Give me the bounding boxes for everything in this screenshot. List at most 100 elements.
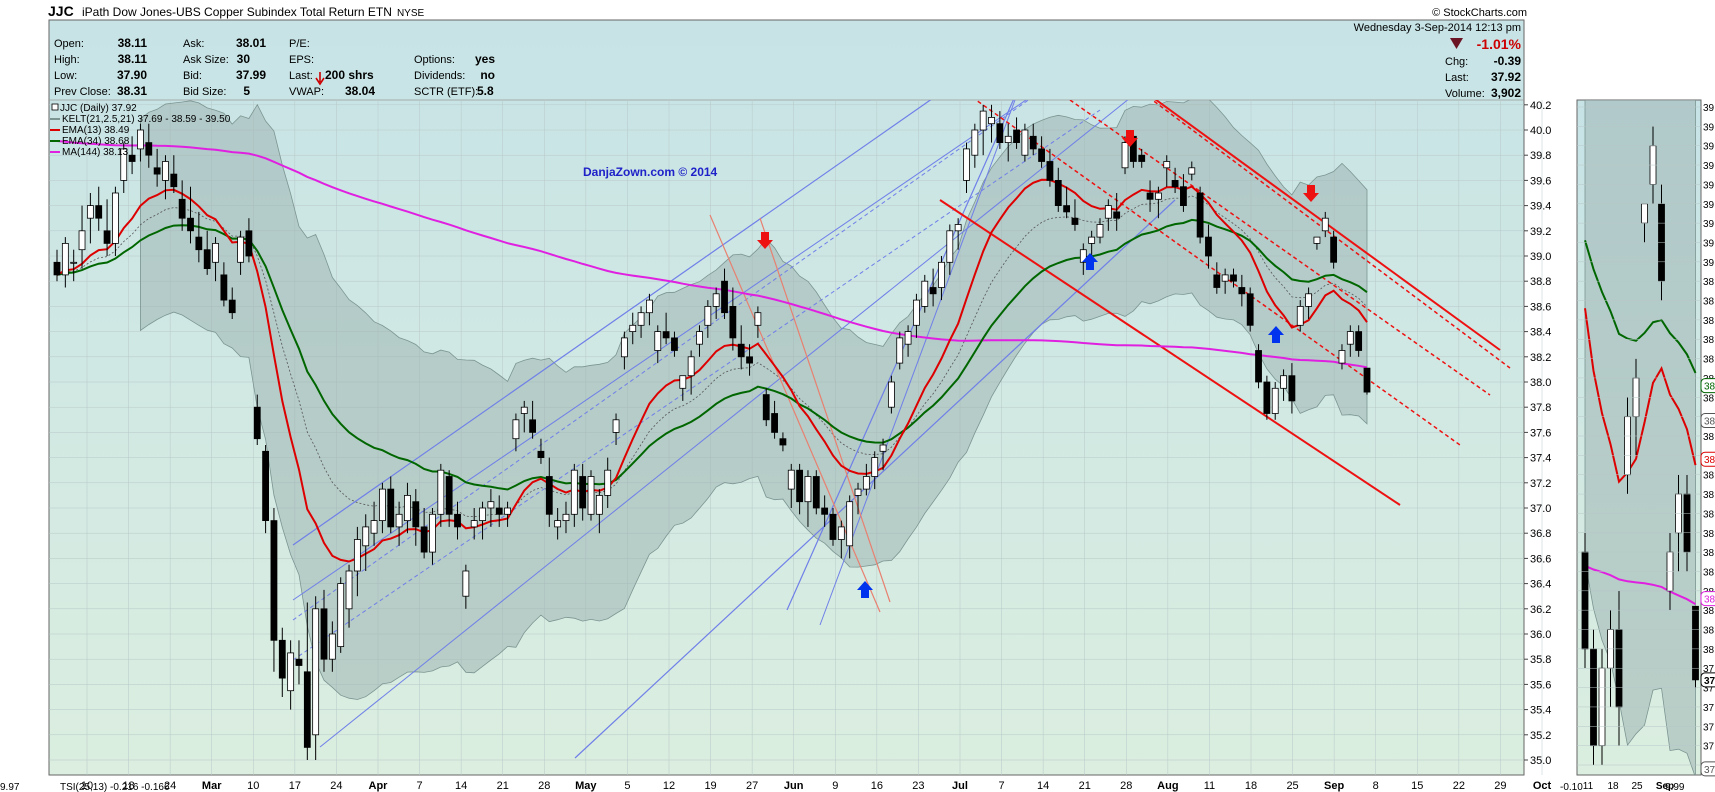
mini-y-tick-label: 38.45 xyxy=(1703,471,1715,482)
candle-body xyxy=(762,394,770,421)
y-tick-label: 36.0 xyxy=(1530,629,1551,641)
mini-y-tick-label: 39.30 xyxy=(1703,142,1715,153)
x-axis: 10 18 24 Mar 10 17 24 Apr 7 14 21 28 May 5 12 19 27 Jun 9 1… xyxy=(81,780,1552,792)
channel-line xyxy=(1154,100,1501,351)
candle-body xyxy=(1230,274,1237,282)
mini-y-tick-label: 37.90 xyxy=(1703,684,1715,695)
candle-body xyxy=(929,287,937,295)
mini-y-tick-label: 38.55 xyxy=(1703,432,1715,443)
x-tick-label: Sep xyxy=(1324,780,1344,792)
chart-symbol: JJC xyxy=(48,3,74,19)
y-tick-label: 38.2 xyxy=(1530,352,1551,364)
legend-kelt: KELT(21,2.5,21) 37.69 - 38.59 - 39.50 xyxy=(62,114,231,125)
candle-body xyxy=(1288,375,1296,402)
candle-body xyxy=(921,280,929,307)
bottom-left-value: 9.97 xyxy=(0,782,20,792)
bottom-right-value: -0.10 xyxy=(1560,782,1583,792)
mini-y-tick-label: 38.85 xyxy=(1703,316,1715,327)
mini-ema34-line xyxy=(1584,240,1697,374)
site-credit[interactable]: © StockCharts.com xyxy=(1432,7,1527,19)
mini-ma144-line xyxy=(1584,564,1696,605)
candle-body xyxy=(537,450,545,458)
candle-body xyxy=(620,337,628,358)
candle-body xyxy=(1280,375,1287,389)
candle-body xyxy=(178,198,186,219)
candle-body xyxy=(78,230,86,251)
x-tick-label: 19 xyxy=(704,780,716,792)
channel-line xyxy=(939,199,1401,506)
channel-line xyxy=(292,109,1101,661)
candle-body xyxy=(295,658,303,666)
open-value: 38.11 xyxy=(118,36,148,50)
candle-body xyxy=(829,513,837,540)
y-tick-label: 37.8 xyxy=(1530,402,1551,414)
candle-body xyxy=(862,476,870,490)
y-tick-label: 37.6 xyxy=(1530,427,1551,439)
x-tick-label: Apr xyxy=(369,780,389,792)
up-arrow-icon xyxy=(857,581,873,598)
x-tick-label: 25 xyxy=(1286,780,1298,792)
y-tick-label: 37.4 xyxy=(1530,453,1551,465)
candle-body xyxy=(1104,205,1112,219)
mini-y-tick-label: 39.35 xyxy=(1703,122,1715,133)
candle-body xyxy=(137,129,144,150)
candle-body xyxy=(662,331,670,339)
candle-body xyxy=(362,526,370,547)
x-tick-label: 11 xyxy=(1204,780,1215,792)
mini-y-tick-label: 38.10 xyxy=(1703,606,1715,617)
candle-body xyxy=(320,608,328,660)
y-tick-label: 39.4 xyxy=(1530,201,1551,213)
candle-body xyxy=(1146,192,1154,200)
up-arrow-icon xyxy=(1268,326,1284,343)
bid-size-label: Bid Size: xyxy=(183,86,226,98)
last-size-label: Last: xyxy=(289,70,313,82)
y-tick-label: 39.6 xyxy=(1530,175,1551,187)
security-name: iPath Dow Jones-UBS Copper Subindex Tota… xyxy=(82,5,392,19)
candle-body xyxy=(871,457,879,477)
candle-body xyxy=(979,110,987,131)
y-axis: 40.2 40.0 39.8 39.6 39.4 39.2 39.0 38.8 38.6 38.4… xyxy=(1524,100,1551,767)
candle-body xyxy=(671,337,678,351)
mini-y-tick-label: 38.65 xyxy=(1703,393,1715,404)
x-tick-label: 17 xyxy=(289,780,301,792)
candle-body xyxy=(187,217,194,232)
candle-body xyxy=(103,230,111,244)
candle-body xyxy=(1355,331,1363,351)
channel-line xyxy=(1069,100,1491,396)
legend-ema13: EMA(13) 38.49 xyxy=(62,125,130,136)
down-tick-icon xyxy=(315,72,325,86)
candle-body xyxy=(587,476,595,515)
price-summary: Wednesday 3-Sep-2014 12:13 pm -1.01% Chg… xyxy=(1354,22,1522,100)
candle-body xyxy=(846,501,854,547)
candle-body xyxy=(737,343,745,358)
candle-body xyxy=(1271,387,1279,414)
candle-body xyxy=(1246,293,1254,326)
channel-line xyxy=(292,100,932,546)
down-arrow-icon xyxy=(1122,130,1138,147)
candle-body xyxy=(971,129,979,156)
candle-body xyxy=(1296,305,1304,326)
candle-body xyxy=(562,513,570,521)
watermark: DanjaZown.com © 2014 xyxy=(583,165,718,179)
candle-body xyxy=(462,570,470,597)
pe-label: P/E: xyxy=(289,38,310,50)
candle-body xyxy=(963,148,970,181)
y-tick-label: 35.6 xyxy=(1530,679,1551,691)
legend-ema34: EMA(34) 38.68 xyxy=(62,136,130,147)
candle-body xyxy=(1363,367,1371,393)
x-tick-label: 7 xyxy=(417,780,423,792)
candle-body xyxy=(854,488,862,496)
x-tick-label: 9 xyxy=(832,780,838,792)
x-tick-label: 24 xyxy=(330,780,342,792)
candle-body xyxy=(253,406,261,440)
mini-value-tag-text: 38.59 xyxy=(1704,417,1715,428)
candle-body xyxy=(1180,186,1187,206)
candle-body xyxy=(353,539,361,572)
keltner-midline xyxy=(56,195,1368,518)
sctr-label: SCTR (ETF): xyxy=(414,86,478,98)
candle-body xyxy=(545,476,553,515)
candle-body xyxy=(112,192,119,244)
mini-y-tick-label: 39.40 xyxy=(1703,103,1715,114)
x-tick-label: 23 xyxy=(912,780,924,792)
